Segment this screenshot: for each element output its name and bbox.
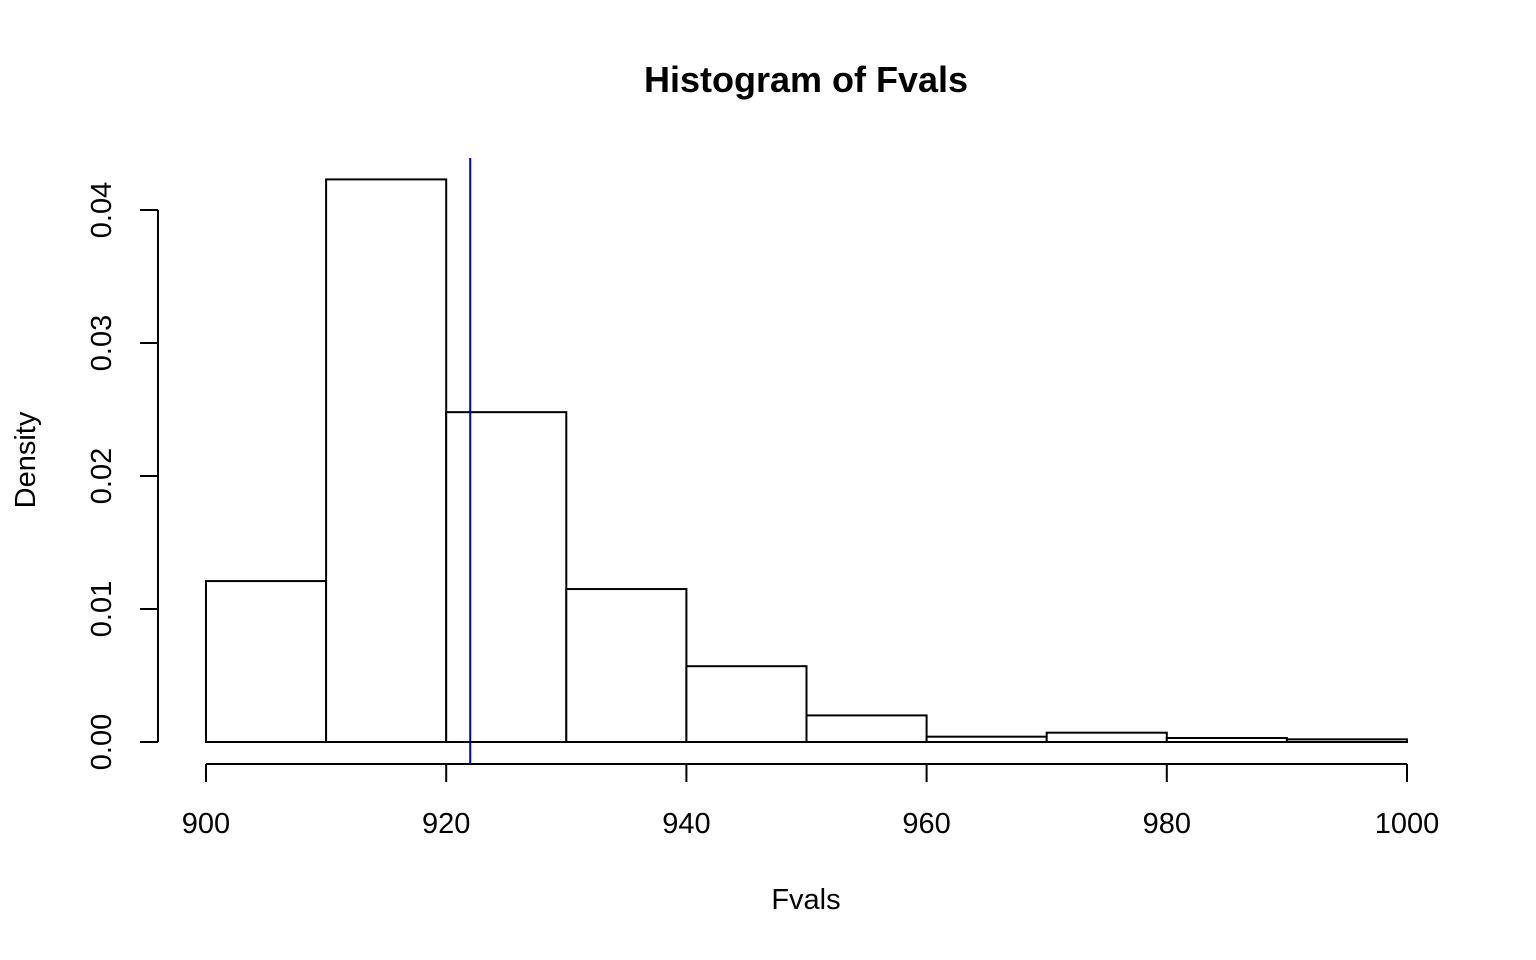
x-tick-label-960: 960 — [902, 808, 950, 840]
x-tick-label-940: 940 — [662, 808, 710, 840]
histogram-bar-950-960 — [805, 714, 928, 744]
histogram-bar-940-950 — [685, 665, 808, 743]
histogram-bar-910-920 — [325, 178, 448, 744]
x-axis: 900 920 940 960 980 1000 — [182, 763, 1440, 840]
y-tick-label-0.03: 0.03 — [86, 315, 118, 371]
chart-title: Histogram of Fvals — [644, 59, 968, 100]
histogram-bar-920-930 — [445, 411, 568, 743]
x-axis-label: Fvals — [771, 884, 840, 916]
x-tick-label-900: 900 — [182, 808, 230, 840]
y-axis-label: Density — [10, 411, 42, 508]
y-axis: 0.00 0.01 0.02 0.03 0.04 — [86, 182, 159, 770]
histogram-bar-930-940 — [565, 588, 688, 743]
y-tick-label-0.00: 0.00 — [86, 714, 118, 770]
x-tick-label-1000: 1000 — [1375, 808, 1440, 840]
x-tick-label-920: 920 — [422, 808, 470, 840]
histogram-bar-990-1000 — [1285, 738, 1409, 744]
histogram-bar-960-970 — [925, 735, 1048, 743]
histogram-bars — [205, 178, 1409, 744]
x-tick-label-980: 980 — [1143, 808, 1191, 840]
y-tick-label-0.04: 0.04 — [86, 182, 118, 238]
histogram-bar-970-980 — [1045, 731, 1168, 744]
histogram-bar-980-990 — [1165, 737, 1288, 744]
histogram-bar-900-910 — [205, 580, 328, 743]
y-tick-label-0.02: 0.02 — [86, 448, 118, 504]
y-tick-label-0.01: 0.01 — [86, 581, 118, 637]
